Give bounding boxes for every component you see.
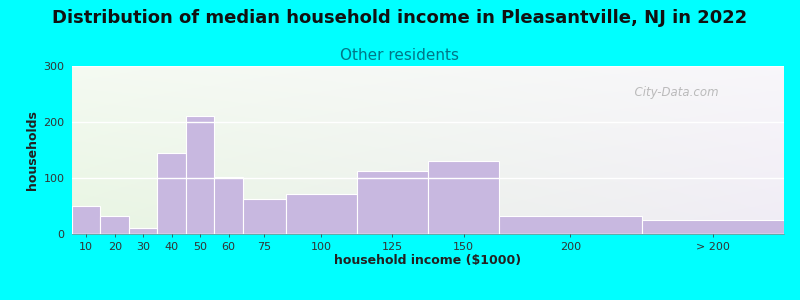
Text: City-Data.com: City-Data.com (627, 86, 719, 99)
Bar (286, 194, 357, 234)
Y-axis label: households: households (26, 110, 39, 190)
Bar (499, 216, 642, 234)
Bar (214, 177, 243, 234)
Bar (243, 199, 286, 234)
Bar (186, 116, 214, 234)
Bar (101, 215, 129, 234)
Bar (642, 220, 784, 234)
Text: Other residents: Other residents (341, 48, 459, 63)
Bar (158, 153, 186, 234)
Bar (72, 206, 101, 234)
Text: Distribution of median household income in Pleasantville, NJ in 2022: Distribution of median household income … (52, 9, 748, 27)
Bar (129, 228, 158, 234)
Bar (357, 171, 428, 234)
Bar (428, 161, 499, 234)
X-axis label: household income ($1000): household income ($1000) (334, 254, 522, 267)
